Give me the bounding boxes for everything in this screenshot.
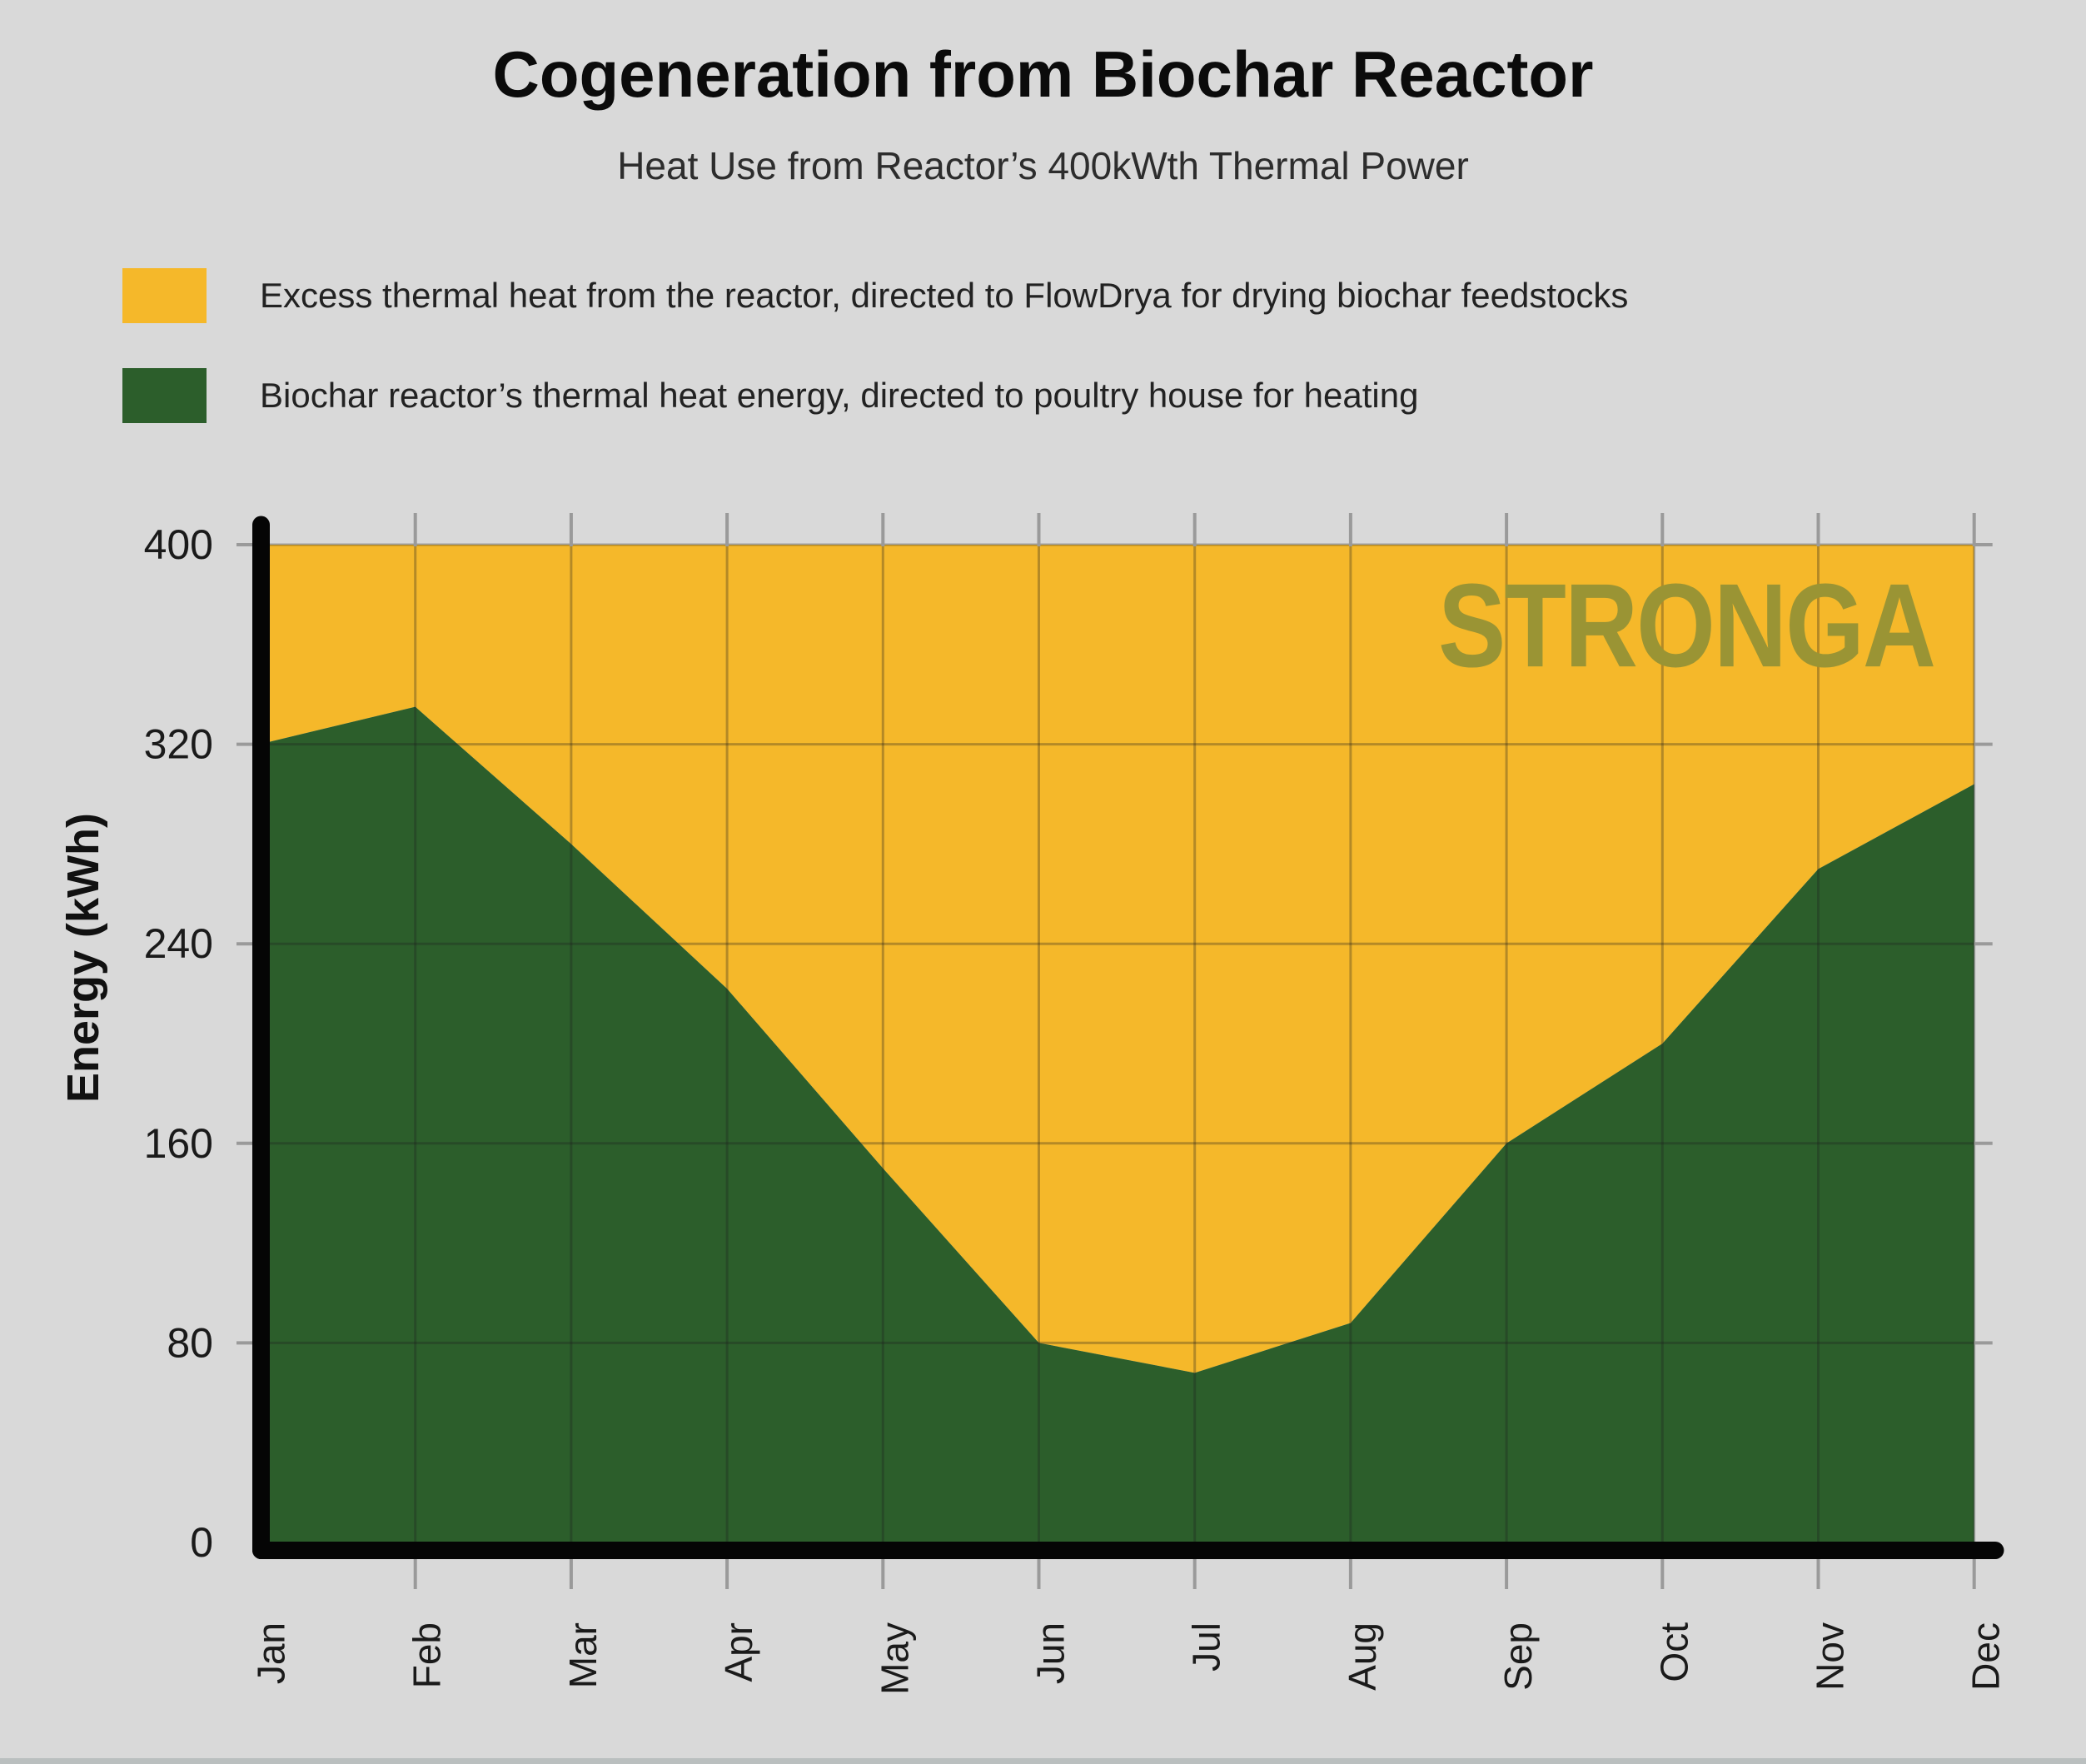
x-tick-label-oct: Oct: [1652, 1622, 1695, 1682]
legend-item-flowdrya: Excess thermal heat from the reactor, di…: [122, 268, 1628, 323]
chart-title: Cogeneration from Biochar Reactor: [492, 37, 1594, 111]
y-tick-label-240: 240: [144, 920, 213, 967]
x-tick-label-aug: Aug: [1341, 1622, 1384, 1691]
area-series-flowdrya-excess: [259, 545, 1974, 1373]
legend-label-poultry: Biochar reactor’s thermal heat energy, d…: [260, 376, 1419, 415]
y-tick-label-80: 80: [167, 1319, 213, 1366]
x-tick-label-jun: Jun: [1029, 1622, 1073, 1684]
x-tick-label-jan: Jan: [250, 1622, 293, 1684]
x-tick-label-apr: Apr: [717, 1622, 760, 1682]
x-tick-label-jul: Jul: [1185, 1622, 1228, 1672]
y-tick-label-320: 320: [144, 721, 213, 768]
area-series-poultry-heat: [259, 706, 1974, 1542]
y-tick-label-400: 400: [144, 521, 213, 568]
y-tick-label-0: 0: [190, 1519, 213, 1566]
chart-subtitle: Heat Use from Reactor’s 400kWth Thermal …: [617, 144, 1469, 187]
bottom-edge-strip: [0, 1758, 2086, 1764]
x-tick-label-nov: Nov: [1809, 1622, 1852, 1691]
x-tick-label-may: May: [873, 1622, 916, 1695]
y-tick-label-160: 160: [144, 1120, 213, 1167]
y-axis-title: Energy (kWh): [58, 813, 108, 1103]
x-tick-label-mar: Mar: [561, 1622, 605, 1688]
stronga-watermark: STRONGA: [1438, 559, 1936, 692]
x-tick-label-dec: Dec: [1964, 1622, 2008, 1691]
x-tick-label-sep: Sep: [1496, 1622, 1540, 1691]
x-tick-label-feb: Feb: [406, 1622, 449, 1688]
legend-item-poultry: Biochar reactor’s thermal heat energy, d…: [122, 368, 1418, 423]
legend-swatch-green: [122, 368, 207, 423]
legend-swatch-yellow: [122, 268, 207, 323]
legend-label-flowdrya: Excess thermal heat from the reactor, di…: [260, 276, 1629, 315]
